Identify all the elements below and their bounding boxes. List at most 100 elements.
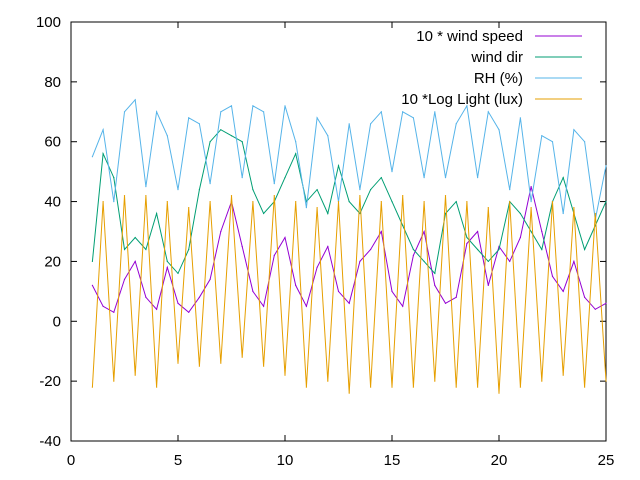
data-point-1 bbox=[241, 141, 243, 143]
data-point-2 bbox=[509, 189, 511, 191]
data-point-2 bbox=[348, 123, 350, 125]
data-point-3 bbox=[594, 212, 596, 215]
legend-label: RH (%) bbox=[474, 70, 523, 87]
data-point-2 bbox=[230, 105, 233, 107]
data-point-3 bbox=[455, 386, 457, 388]
data-point-3 bbox=[551, 201, 554, 203]
data-point-0 bbox=[123, 278, 126, 280]
data-point-1 bbox=[402, 224, 404, 227]
data-point-0 bbox=[198, 296, 200, 298]
data-point-3 bbox=[91, 386, 93, 388]
data-point-3 bbox=[252, 201, 254, 203]
data-point-0 bbox=[305, 305, 307, 307]
series-lines bbox=[91, 98, 607, 394]
data-point-1 bbox=[134, 236, 136, 239]
data-point-3 bbox=[423, 201, 425, 203]
data-point-3 bbox=[230, 195, 233, 197]
axis-ticks: 0 5 10 15 20 25 -40 -20 0 20 40 60 80 100 bbox=[36, 14, 614, 469]
data-point-3 bbox=[391, 386, 393, 388]
data-point-2 bbox=[573, 129, 575, 131]
data-point-1 bbox=[166, 260, 168, 262]
data-point-0 bbox=[402, 305, 404, 307]
data-point-1 bbox=[466, 236, 468, 239]
data-point-0 bbox=[380, 230, 382, 233]
data-point-2 bbox=[252, 105, 254, 107]
y-tick-label: -40 bbox=[39, 433, 61, 450]
data-point-0 bbox=[584, 296, 586, 298]
data-point-3 bbox=[123, 195, 126, 197]
data-point-0 bbox=[209, 278, 211, 280]
data-point-2 bbox=[487, 111, 489, 113]
data-point-3 bbox=[444, 195, 447, 197]
data-point-0 bbox=[594, 308, 596, 310]
data-point-0 bbox=[509, 260, 511, 262]
data-point-3 bbox=[487, 207, 489, 209]
data-point-2 bbox=[209, 183, 211, 185]
data-point-0 bbox=[263, 305, 265, 307]
data-point-2 bbox=[434, 111, 436, 113]
data-point-1 bbox=[145, 248, 147, 251]
data-point-0 bbox=[156, 308, 158, 310]
data-point-0 bbox=[466, 242, 468, 245]
data-point-0 bbox=[487, 284, 489, 286]
data-point-3 bbox=[380, 201, 382, 203]
data-point-2 bbox=[530, 201, 532, 203]
data-point-2 bbox=[359, 189, 361, 191]
data-point-1 bbox=[337, 165, 340, 167]
data-point-2 bbox=[551, 141, 554, 143]
x-tick-label: 5 bbox=[174, 452, 182, 469]
data-point-0 bbox=[519, 236, 522, 239]
data-point-0 bbox=[145, 296, 147, 298]
data-point-0 bbox=[359, 260, 361, 262]
data-point-2 bbox=[584, 141, 586, 143]
data-point-2 bbox=[444, 177, 447, 179]
data-point-2 bbox=[123, 111, 126, 113]
data-point-3 bbox=[519, 386, 522, 388]
data-point-3 bbox=[370, 386, 372, 388]
data-point-1 bbox=[530, 230, 532, 233]
data-point-2 bbox=[402, 111, 404, 113]
data-point-2 bbox=[370, 123, 372, 125]
data-point-1 bbox=[498, 248, 500, 251]
data-point-2 bbox=[380, 111, 382, 113]
y-tick-label: -20 bbox=[39, 373, 61, 390]
data-point-3 bbox=[166, 201, 168, 203]
data-point-2 bbox=[91, 156, 93, 158]
data-point-3 bbox=[220, 362, 222, 364]
data-point-0 bbox=[434, 284, 436, 286]
data-point-2 bbox=[541, 135, 543, 137]
data-point-0 bbox=[134, 260, 136, 262]
data-point-1 bbox=[209, 141, 211, 143]
data-point-0 bbox=[284, 236, 286, 239]
data-point-3 bbox=[605, 380, 607, 382]
data-point-3 bbox=[359, 195, 361, 197]
data-point-1 bbox=[380, 177, 382, 179]
data-point-3 bbox=[509, 201, 511, 203]
data-point-2 bbox=[241, 177, 243, 179]
data-point-1 bbox=[230, 135, 233, 137]
data-point-3 bbox=[102, 201, 104, 203]
data-point-2 bbox=[145, 186, 147, 188]
data-point-0 bbox=[573, 260, 575, 262]
data-point-2 bbox=[605, 165, 607, 167]
data-point-3 bbox=[412, 386, 414, 388]
data-point-3 bbox=[316, 207, 318, 209]
data-point-2 bbox=[113, 201, 115, 203]
data-point-3 bbox=[562, 374, 564, 376]
data-point-1 bbox=[284, 177, 286, 179]
y-tick-label: 40 bbox=[44, 194, 61, 211]
data-point-3 bbox=[584, 386, 586, 388]
data-point-2 bbox=[188, 117, 190, 119]
data-point-3 bbox=[541, 380, 543, 382]
data-point-3 bbox=[327, 380, 329, 382]
data-point-0 bbox=[477, 230, 479, 233]
data-point-0 bbox=[177, 302, 179, 304]
series-line-3 bbox=[91, 195, 607, 394]
data-point-1 bbox=[434, 272, 436, 274]
data-point-1 bbox=[487, 260, 489, 262]
data-point-2 bbox=[305, 207, 307, 209]
data-point-3 bbox=[188, 207, 190, 209]
data-point-2 bbox=[273, 183, 275, 185]
data-point-0 bbox=[423, 230, 425, 233]
